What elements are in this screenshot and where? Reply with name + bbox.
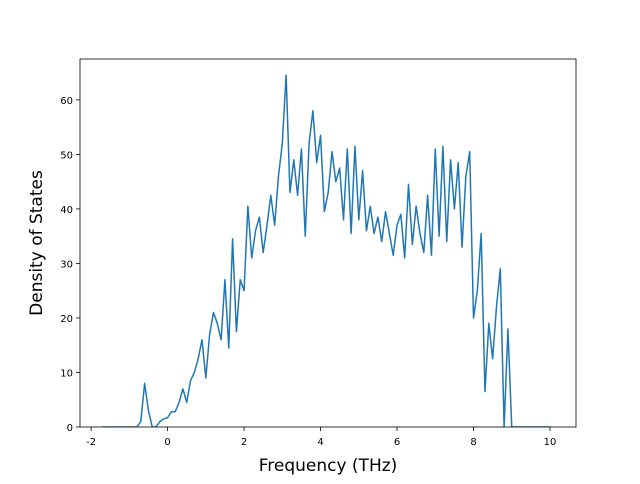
- y-tick-label: 20: [60, 314, 73, 325]
- x-axis-label: Frequency (THz): [259, 456, 398, 476]
- y-tick-label: 40: [60, 205, 73, 216]
- y-tick-label: 10: [60, 368, 73, 379]
- x-tick-label: 0: [164, 437, 170, 448]
- x-tick-label: 4: [317, 437, 323, 448]
- y-axis-label: Density of States: [27, 170, 47, 316]
- x-tick-label: 2: [241, 437, 247, 448]
- plot-frame: [79, 58, 577, 428]
- y-tick-label: 60: [60, 96, 73, 107]
- y-tick-label: 0: [67, 423, 73, 434]
- y-tick-label: 30: [60, 259, 73, 270]
- x-tick-label: 8: [470, 437, 476, 448]
- data-line: [102, 74, 550, 427]
- x-tick-label: 6: [394, 437, 400, 448]
- y-tick-label: 50: [60, 150, 73, 161]
- x-tick-label: 10: [544, 437, 557, 448]
- x-tick-label: -2: [86, 437, 96, 448]
